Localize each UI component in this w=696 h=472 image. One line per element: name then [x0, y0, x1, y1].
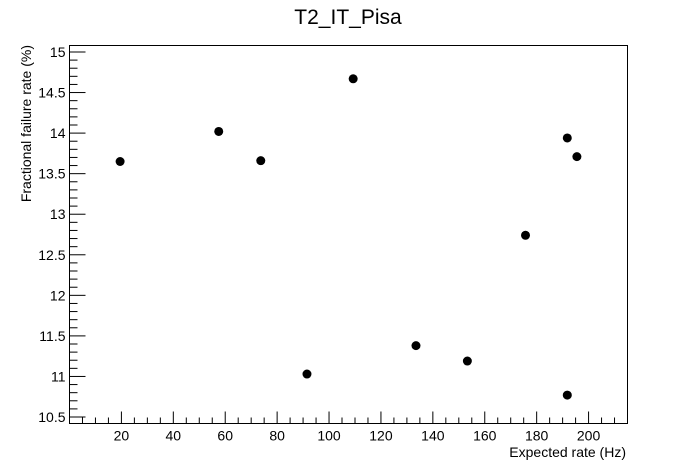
y-axis-title: Fractional failure rate (%)	[18, 45, 34, 202]
data-point	[562, 133, 572, 143]
data-point	[214, 126, 224, 136]
chart-title: T2_IT_Pisa	[294, 6, 402, 29]
x-tick-label: 60	[217, 428, 233, 444]
x-tick-label: 140	[421, 428, 445, 444]
y-tick-label: 15	[50, 44, 66, 60]
x-tick-label: 120	[369, 428, 393, 444]
x-tick-label: 20	[114, 428, 130, 444]
x-tick-label: 200	[577, 428, 601, 444]
x-tick-label: 160	[473, 428, 497, 444]
y-tick-label: 10.5	[38, 409, 65, 425]
data-point	[562, 390, 572, 400]
x-tick-label: 80	[269, 428, 285, 444]
data-point	[115, 156, 125, 166]
x-tick-label: 40	[166, 428, 182, 444]
x-tick-label: 100	[317, 428, 341, 444]
data-point	[302, 369, 312, 379]
y-tick-label: 11.5	[39, 328, 65, 344]
data-point	[462, 356, 472, 366]
data-point	[521, 230, 531, 240]
data-point	[348, 74, 358, 84]
data-point	[256, 156, 266, 166]
x-axis-tick-labels: 20 40 60 80 100 120 140 160 180 200	[114, 428, 601, 444]
x-axis-ticks	[81, 411, 616, 424]
y-tick-label: 12.5	[38, 247, 65, 263]
y-tick-label: 13.5	[38, 166, 65, 182]
plot-frame	[69, 45, 628, 424]
y-tick-label: 13	[50, 206, 66, 222]
y-axis-ticks	[69, 51, 86, 418]
data-point	[411, 341, 421, 351]
y-tick-label: 12	[50, 287, 66, 303]
x-tick-label: 180	[525, 428, 549, 444]
data-point	[572, 152, 582, 162]
y-tick-label: 11	[51, 368, 66, 384]
data-points	[115, 74, 582, 400]
y-tick-label: 14	[50, 125, 66, 141]
x-axis-title: Expected rate (Hz)	[509, 444, 626, 460]
y-tick-label: 14.5	[38, 85, 65, 101]
y-axis-tick-labels: 10.5 11 11.5 12 12.5 13 13.5 14 14.5 15	[38, 44, 65, 425]
